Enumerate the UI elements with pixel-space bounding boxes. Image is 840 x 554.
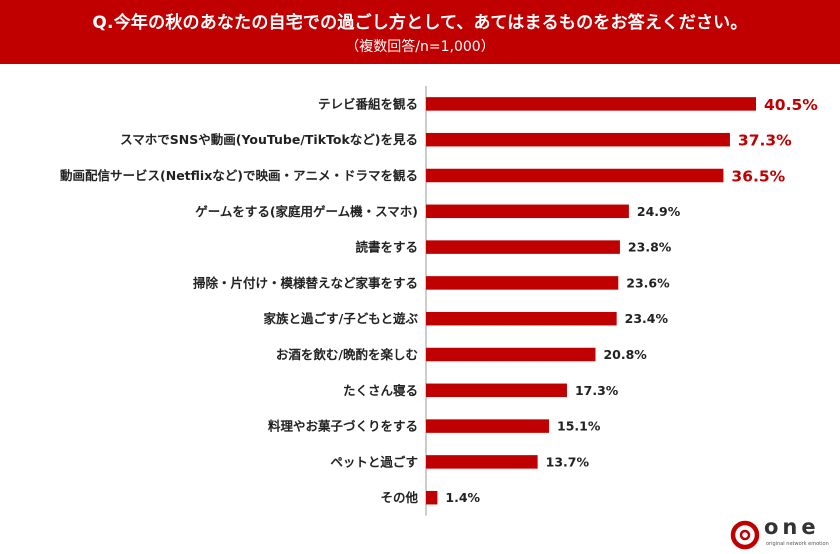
value-label: 24.9% (637, 204, 681, 219)
bar (426, 311, 617, 326)
value-label: 1.4% (445, 490, 480, 505)
bar (426, 490, 438, 505)
bar (426, 347, 596, 362)
category-label: テレビ番組を観る (318, 96, 418, 111)
value-label: 20.8% (603, 347, 647, 362)
category-label: たくさん寝る (343, 383, 418, 398)
category-label: 読書をする (355, 240, 418, 255)
bar (426, 240, 620, 254)
bar (426, 383, 567, 398)
category-label: 掃除・片付け・模様替えなど家事をする (193, 275, 418, 290)
category-label: 家族と過ごす/子どもと遊ぶ (264, 311, 419, 326)
category-label: その他 (380, 490, 418, 505)
bar (426, 204, 629, 219)
value-label: 36.5% (731, 168, 785, 186)
category-label: ゲームをする(家庭用ゲーム機・スマホ) (195, 204, 418, 219)
value-label: 23.8% (628, 240, 672, 255)
logo-mark-icon (730, 520, 760, 550)
logo-wordmark: one (764, 515, 820, 539)
company-logo: one original network emotion (728, 515, 838, 552)
value-label: 23.6% (626, 275, 670, 290)
bar (426, 132, 730, 147)
bar (426, 97, 756, 111)
chart-title: Q.今年の秋のあなたの自宅での過ごし方として、あてはまるものをお答えください。 (92, 13, 748, 33)
bar (426, 419, 550, 433)
value-label: 37.3% (738, 132, 792, 150)
value-label: 40.5% (764, 96, 818, 114)
category-label: 料理やお菓子づくりをする (268, 419, 418, 434)
bar (426, 455, 538, 469)
value-label: 17.3% (575, 383, 619, 398)
category-label: スマホでSNSや動画(YouTube/TikTokなど)を見る (120, 132, 418, 147)
category-label: 動画配信サービス(Netflixなど)で映画・アニメ・ドラマを観る (60, 168, 418, 183)
category-label: お酒を飲む/晩酌を楽しむ (276, 347, 418, 362)
bar (426, 168, 724, 183)
value-label: 23.4% (625, 311, 669, 326)
chart-subtitle: （複数回答/n=1,000） (345, 39, 495, 55)
category-label: ペットと過ごす (330, 454, 418, 469)
value-label: 15.1% (557, 419, 601, 434)
value-label: 13.7% (546, 454, 590, 469)
chart-header: Q.今年の秋のあなたの自宅での過ごし方として、あてはまるものをお答えください。 … (0, 0, 840, 64)
logo-tagline: original network emotion (766, 541, 829, 547)
bar (426, 276, 619, 290)
